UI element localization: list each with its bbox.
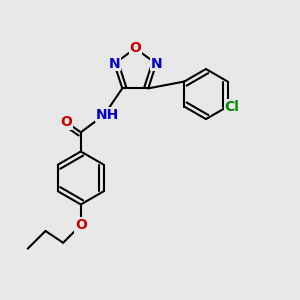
Text: N: N bbox=[151, 57, 162, 71]
Text: O: O bbox=[75, 218, 87, 232]
Text: N: N bbox=[109, 57, 120, 71]
Text: NH: NH bbox=[96, 108, 119, 122]
Text: O: O bbox=[129, 41, 141, 56]
Text: Cl: Cl bbox=[225, 100, 239, 114]
Text: O: O bbox=[60, 115, 72, 129]
